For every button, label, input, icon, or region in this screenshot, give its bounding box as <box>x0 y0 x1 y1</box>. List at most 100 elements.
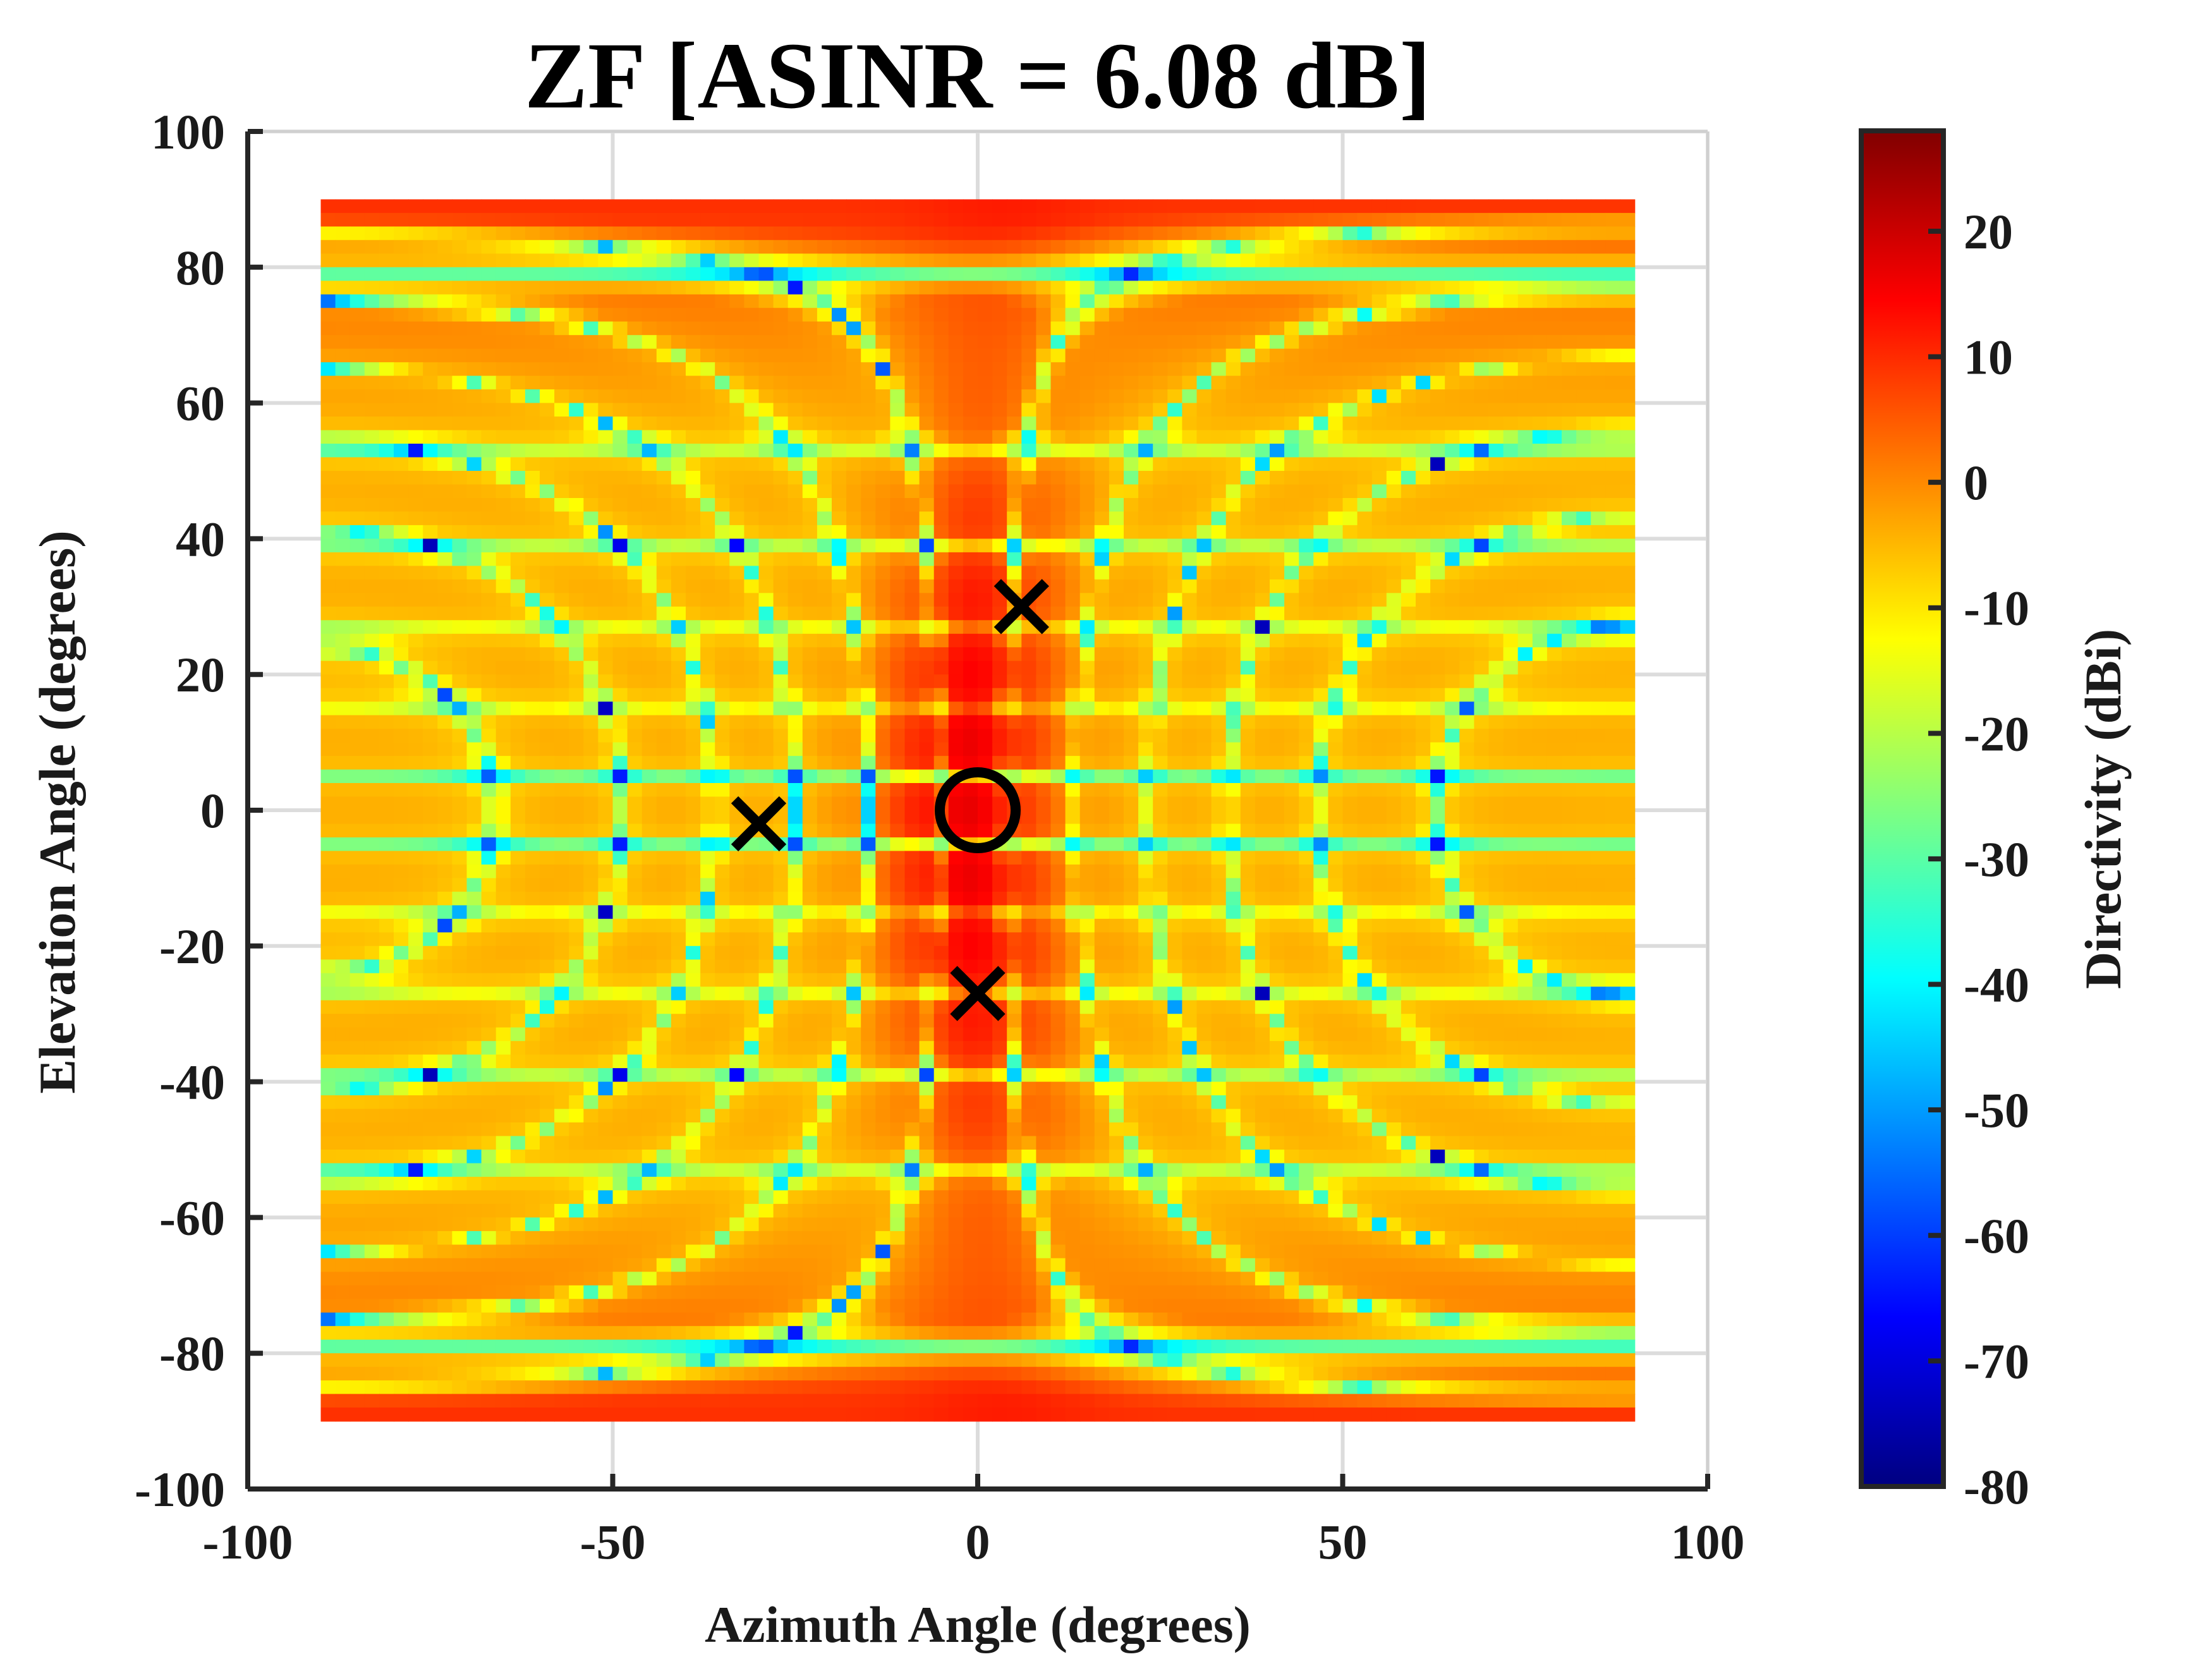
heatmap-cell <box>1182 905 1198 920</box>
heatmap-cell <box>379 348 394 363</box>
heatmap-cell <box>1532 837 1548 852</box>
heatmap-cell <box>817 484 832 499</box>
heatmap-cell <box>540 375 555 390</box>
heatmap-cell <box>1079 199 1095 214</box>
heatmap-cell <box>495 688 511 702</box>
heatmap-cell <box>1532 281 1548 295</box>
heatmap-cell <box>1211 864 1227 879</box>
heatmap-cell <box>919 729 935 743</box>
heatmap-cell <box>832 511 847 526</box>
heatmap-cell <box>1474 403 1490 417</box>
heatmap-cell <box>1416 335 1431 349</box>
heatmap-cell <box>1109 633 1124 648</box>
heatmap-cell <box>423 620 439 635</box>
heatmap-cell <box>875 674 891 689</box>
heatmap-cell <box>861 457 877 471</box>
heatmap-cell <box>1225 471 1241 485</box>
heatmap-cell <box>1591 267 1607 282</box>
heatmap-cell <box>641 715 657 729</box>
heatmap-cell <box>1299 864 1315 879</box>
heatmap-cell <box>1357 294 1373 309</box>
heatmap-cell <box>437 348 453 363</box>
heatmap-cell <box>802 199 818 214</box>
heatmap-cell <box>452 294 468 309</box>
heatmap-cell <box>861 240 877 255</box>
heatmap-cell <box>744 579 760 594</box>
heatmap-cell <box>1547 932 1562 947</box>
heatmap-cell <box>1386 498 1402 513</box>
heatmap-cell <box>1386 457 1402 471</box>
heatmap-cell <box>1065 674 1081 689</box>
heatmap-cell <box>1021 891 1037 906</box>
heatmap-cell <box>364 335 380 349</box>
heatmap-cell <box>1547 756 1562 770</box>
heatmap-cell <box>349 267 365 282</box>
heatmap-cell <box>1430 837 1445 852</box>
heatmap-cell <box>919 281 935 295</box>
heatmap-cell <box>1255 756 1270 770</box>
heatmap-cell <box>394 891 409 906</box>
heatmap-cell <box>510 281 526 295</box>
heatmap-cell <box>1240 308 1256 322</box>
heatmap-cell <box>554 471 569 485</box>
heatmap-cell <box>1386 891 1402 906</box>
heatmap-cell <box>919 212 935 228</box>
heatmap-cell <box>466 566 482 580</box>
heatmap-cell <box>1576 281 1591 295</box>
heatmap-cell <box>1153 783 1169 798</box>
heatmap-cell <box>1124 674 1139 689</box>
heatmap-cell <box>787 498 803 513</box>
heatmap-cell <box>408 633 423 648</box>
heatmap-cell <box>758 253 774 268</box>
heatmap-cell <box>1138 932 1153 947</box>
heatmap-cell <box>423 525 439 540</box>
heatmap-cell <box>540 837 555 852</box>
heatmap-cell <box>569 403 585 417</box>
heatmap-cell <box>1079 498 1095 513</box>
heatmap-cell <box>1474 552 1490 567</box>
heatmap-cell <box>817 430 832 444</box>
heatmap-cell <box>1605 294 1621 309</box>
heatmap-cell <box>495 796 511 811</box>
heatmap-cell <box>715 715 731 729</box>
heatmap-cell <box>1079 457 1095 471</box>
heatmap-cell <box>1474 647 1490 662</box>
heatmap-cell <box>437 769 453 784</box>
heatmap-cell <box>715 593 731 607</box>
heatmap-cell <box>335 511 351 526</box>
heatmap-cell <box>700 416 715 431</box>
heatmap-cell <box>1284 742 1299 757</box>
heatmap-cell <box>700 729 715 743</box>
heatmap-cell <box>569 552 585 567</box>
heatmap-cell <box>686 525 701 540</box>
heatmap-cell <box>1167 335 1183 349</box>
heatmap-cell <box>349 620 365 635</box>
heatmap-cell <box>466 308 482 322</box>
heatmap-cell <box>320 403 336 417</box>
heatmap-cell <box>904 444 920 458</box>
heatmap-cell <box>1036 769 1052 784</box>
heatmap-cell <box>394 416 409 431</box>
heatmap-cell <box>408 932 423 947</box>
heatmap-cell <box>1050 403 1066 417</box>
heatmap-cell <box>612 321 628 336</box>
heatmap-cell <box>1182 308 1198 322</box>
heatmap-cell <box>1196 199 1212 214</box>
heatmap-cell <box>1225 593 1241 607</box>
heatmap-cell <box>1620 864 1636 879</box>
heatmap-cell <box>1109 226 1124 241</box>
heatmap-cell <box>758 199 774 214</box>
heatmap-cell <box>510 932 526 947</box>
heatmap-cell <box>364 457 380 471</box>
heatmap-cell <box>1416 769 1431 784</box>
heatmap-cell <box>1153 891 1169 906</box>
heatmap-cell <box>1167 742 1183 757</box>
heatmap-cell <box>583 471 599 485</box>
heatmap-cell <box>802 579 818 594</box>
heatmap-cell <box>1299 905 1315 920</box>
heatmap-cell <box>802 267 818 282</box>
heatmap-cell <box>1050 389 1066 404</box>
heatmap-cell <box>1196 308 1212 322</box>
heatmap-cell <box>349 851 365 865</box>
heatmap-cell <box>1313 756 1329 770</box>
